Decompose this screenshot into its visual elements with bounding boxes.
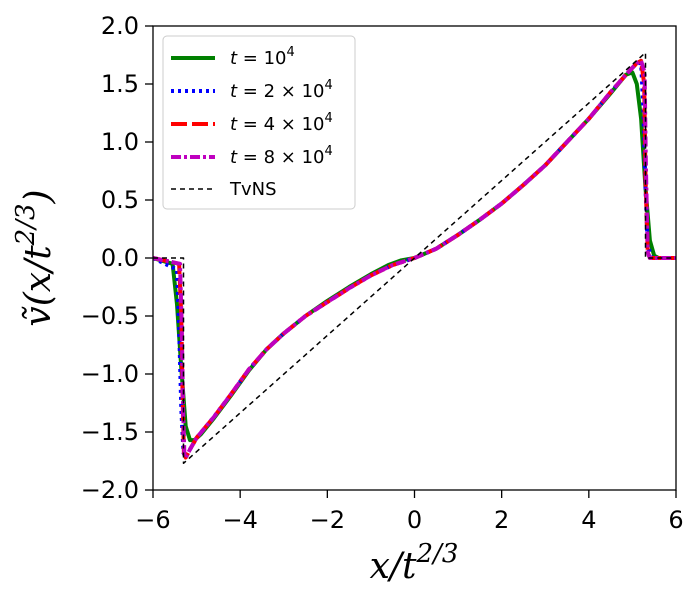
y-tick-label: 0.5 — [101, 186, 139, 214]
x-tick-label: −2 — [310, 506, 345, 534]
series-line-t8e4 — [153, 58, 676, 460]
x-axis-label: x/t2/3 — [370, 539, 459, 587]
legend-box — [162, 35, 356, 210]
legend-label-t1e4: t = 104 — [230, 45, 295, 69]
y-tick-label: 1.0 — [101, 128, 139, 156]
x-tick-label: −4 — [222, 506, 257, 534]
ticks-layer: −6 −4 −2 0 2 4 6 −2.0 −1.5 −1.0 −0.5 0.0 0.5 1.0 1.5 2.… — [81, 12, 684, 534]
x-tick-label: 6 — [668, 506, 683, 534]
legend-label-t8e4: t = 8 × 104 — [230, 144, 333, 168]
legend-label-t2e4: t = 2 × 104 — [230, 78, 333, 102]
series-line-tvns — [153, 51, 676, 465]
y-tick-label: 1.5 — [101, 70, 139, 98]
legend-label-tvns: TvNS — [229, 179, 277, 200]
x-tick-label: 2 — [494, 506, 509, 534]
x-tick-label: 0 — [407, 506, 422, 534]
y-tick-label: −1.5 — [81, 418, 139, 446]
series-layer — [153, 51, 676, 465]
x-tick-label: 4 — [581, 506, 596, 534]
y-axis-label: ṽ(x/t2/3) — [11, 189, 59, 326]
y-tick-label: 0.0 — [101, 244, 139, 272]
y-tick-label: −2.0 — [81, 476, 139, 504]
y-tick-label: −0.5 — [81, 302, 139, 330]
legend: t = 104 t = 2 × 104 t = 4 × 104 t = 8 × … — [162, 35, 356, 210]
y-tick-label: 2.0 — [101, 12, 139, 40]
legend-label-t4e4: t = 4 × 104 — [230, 111, 333, 135]
y-tick-label: −1.0 — [81, 360, 139, 388]
x-tick-label: −6 — [135, 506, 170, 534]
